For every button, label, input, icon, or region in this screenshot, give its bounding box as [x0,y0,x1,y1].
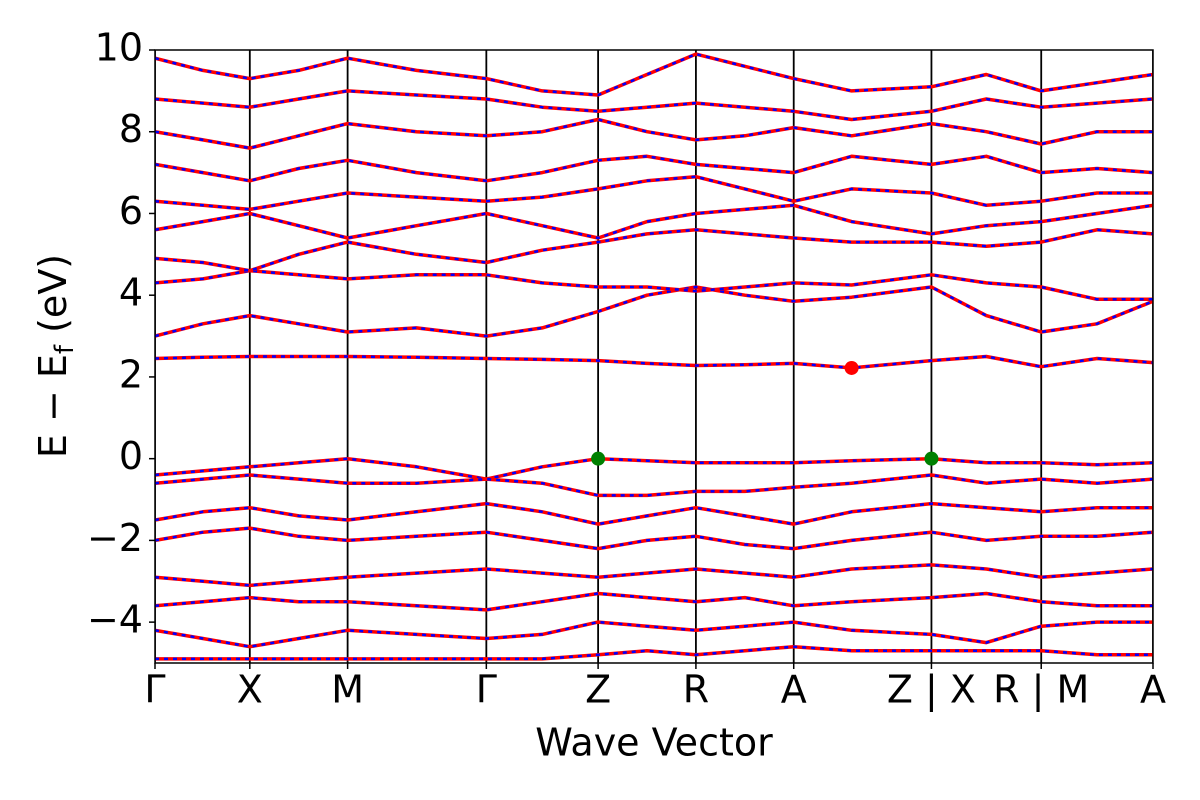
band-line-overlay [155,118,1153,150]
x-tick-label: X [237,668,263,712]
extremum-point [591,451,606,466]
x-axis-label: Wave Vector [535,721,773,765]
band-line-overlay [155,457,1153,481]
y-tick-label: 10 [95,26,143,70]
x-tick-label: Z [585,668,611,712]
x-tick-label: R [683,668,709,712]
band-line-overlay [155,473,1153,497]
plot-area [155,50,1153,663]
y-axis-label: E − Ef (eV) [31,254,80,458]
band-line-overlay [155,52,1153,97]
x-tick-label: M [331,668,364,712]
y-tick-label: 0 [119,434,143,478]
x-tick-label: Z | X [887,668,976,713]
band-line-overlay [155,155,1153,183]
extremum-point [924,451,939,466]
x-tick-label: R | M [993,668,1089,713]
band-line-overlay [155,285,1153,338]
band-line-overlay [155,502,1153,526]
band-line-overlay [155,228,1153,272]
band-line-overlay [155,89,1153,121]
x-tick-label: Γ [144,668,165,712]
y-axis-label-sub: f [50,344,80,354]
x-tick-label: A [781,668,807,712]
band-line [155,644,1153,661]
axes-frame [154,49,1154,664]
band-line-overlay [155,269,1153,301]
band-line-overlay [155,563,1153,587]
x-tick-label: A [1140,668,1166,712]
band-line-overlay [155,592,1153,612]
x-tick-label: Γ [476,668,497,712]
y-tick-label: 8 [119,107,143,151]
band-line-overlay [155,175,1153,211]
band-line-overlay [155,204,1153,240]
band-line-overlay [155,620,1153,648]
y-axis-label-main: E − E [31,354,75,458]
y-tick-label: −2 [87,516,143,560]
y-tick-label: 2 [119,352,143,396]
band-line-overlay [155,526,1153,550]
y-tick-label: 6 [119,189,143,233]
extremum-point [844,360,859,375]
y-tick-label: 4 [119,271,143,315]
y-tick-label: −4 [87,598,143,642]
y-axis-label-unit: (eV) [31,254,75,345]
band-line [155,354,1153,370]
